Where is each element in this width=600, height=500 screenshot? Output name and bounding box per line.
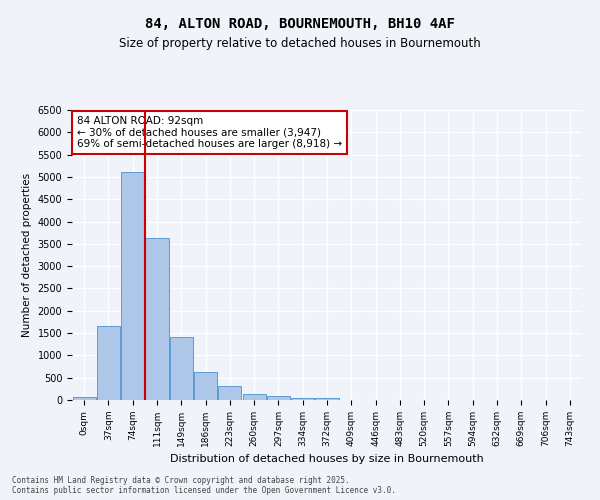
Text: 84, ALTON ROAD, BOURNEMOUTH, BH10 4AF: 84, ALTON ROAD, BOURNEMOUTH, BH10 4AF <box>145 18 455 32</box>
Text: Contains HM Land Registry data © Crown copyright and database right 2025.
Contai: Contains HM Land Registry data © Crown c… <box>12 476 396 495</box>
Bar <box>73 396 95 400</box>
X-axis label: Distribution of detached houses by size in Bournemouth: Distribution of detached houses by size … <box>170 454 484 464</box>
Bar <box>97 326 120 400</box>
Bar <box>170 336 193 400</box>
Text: Size of property relative to detached houses in Bournemouth: Size of property relative to detached ho… <box>119 38 481 51</box>
Bar <box>194 372 217 400</box>
Bar <box>145 238 169 400</box>
Bar <box>121 172 144 400</box>
Bar <box>291 398 314 400</box>
Y-axis label: Number of detached properties: Number of detached properties <box>22 173 32 337</box>
Bar <box>242 394 266 400</box>
Text: 84 ALTON ROAD: 92sqm
← 30% of detached houses are smaller (3,947)
69% of semi-de: 84 ALTON ROAD: 92sqm ← 30% of detached h… <box>77 116 342 149</box>
Bar <box>316 398 338 400</box>
Bar <box>267 396 290 400</box>
Bar <box>218 386 241 400</box>
